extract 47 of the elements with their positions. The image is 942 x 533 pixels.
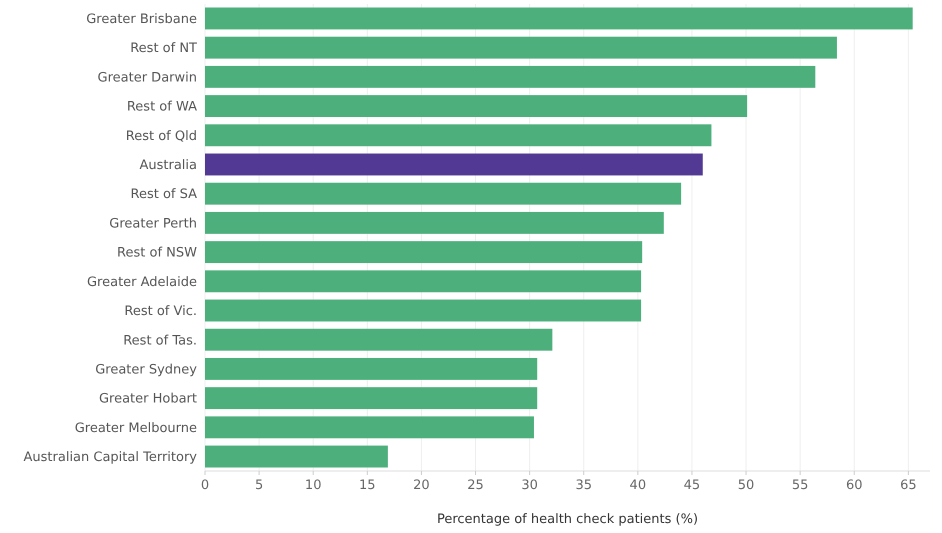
y-tick-label: Rest of SA	[130, 187, 198, 202]
x-tick-label: 50	[738, 478, 754, 493]
x-tick-label: 5	[254, 478, 264, 493]
x-tick-label: 10	[304, 478, 322, 493]
y-tick-label: Australia	[139, 158, 197, 174]
x-tick-label: 55	[792, 478, 808, 493]
y-tick-label: Rest of NT	[130, 41, 198, 56]
bar	[205, 300, 642, 322]
y-tick-label: Greater Perth	[109, 216, 197, 232]
bar	[205, 358, 538, 380]
bar	[205, 124, 712, 146]
bar	[205, 36, 837, 59]
y-tick-label: Rest of Tas.	[123, 333, 197, 348]
bar	[205, 328, 552, 351]
y-tick-label: Greater Brisbane	[86, 12, 197, 28]
bar	[205, 241, 642, 264]
bar	[205, 212, 664, 234]
x-tick-label: 25	[467, 478, 484, 493]
x-tick-label: 30	[521, 478, 538, 493]
x-tick-label: 0	[200, 478, 210, 493]
x-tick-label: 35	[575, 478, 592, 493]
bar	[205, 446, 388, 468]
y-tick-label: Rest of Qld	[126, 128, 197, 144]
x-tick-label: 15	[359, 478, 376, 493]
bar	[205, 8, 913, 30]
x-tick-label: 45	[684, 478, 700, 493]
bar	[205, 416, 534, 438]
bar	[205, 182, 682, 205]
x-tick-label: 65	[900, 478, 917, 493]
y-tick-label: Greater Sydney	[95, 362, 198, 378]
y-tick-label: Greater Melbourne	[74, 420, 197, 436]
y-tick-label: Rest of NSW	[117, 246, 198, 261]
y-tick-label: Greater Darwin	[98, 70, 197, 86]
bar	[205, 154, 703, 176]
bar	[205, 95, 748, 118]
x-tick-label: 40	[630, 478, 646, 493]
bar	[205, 66, 816, 88]
bar	[205, 270, 642, 292]
y-tick-label: Rest of Vic.	[124, 304, 197, 320]
bar	[205, 387, 538, 410]
x-tick-label: 60	[846, 478, 863, 493]
y-tick-label: Greater Adelaide	[86, 274, 197, 290]
y-tick-label: Australian Capital Territory	[24, 450, 198, 466]
x-axis-title: Percentage of health check patients (%)	[436, 512, 698, 527]
y-tick-label: Greater Hobart	[98, 392, 197, 407]
x-tick-label: 20	[413, 478, 430, 493]
y-tick-label: Rest of WA	[126, 100, 198, 115]
